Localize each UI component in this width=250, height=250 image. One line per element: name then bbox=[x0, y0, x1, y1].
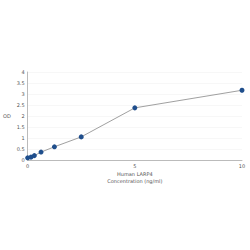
svg-text:2.5: 2.5 bbox=[17, 102, 25, 108]
svg-text:3: 3 bbox=[21, 91, 24, 97]
svg-text:5: 5 bbox=[133, 163, 136, 169]
svg-text:1: 1 bbox=[21, 135, 24, 141]
svg-text:1.5: 1.5 bbox=[17, 124, 25, 130]
svg-text:Human LARP4: Human LARP4 bbox=[117, 171, 153, 177]
svg-text:10: 10 bbox=[239, 163, 245, 169]
svg-text:0.5: 0.5 bbox=[17, 146, 25, 152]
svg-text:4: 4 bbox=[21, 69, 24, 75]
svg-text:0: 0 bbox=[21, 157, 24, 163]
svg-text:2: 2 bbox=[21, 113, 24, 119]
svg-text:3.5: 3.5 bbox=[17, 80, 25, 86]
svg-text:0: 0 bbox=[26, 163, 29, 169]
svg-text:OD: OD bbox=[3, 113, 11, 119]
svg-text:Concentration (ng/ml): Concentration (ng/ml) bbox=[107, 178, 162, 185]
